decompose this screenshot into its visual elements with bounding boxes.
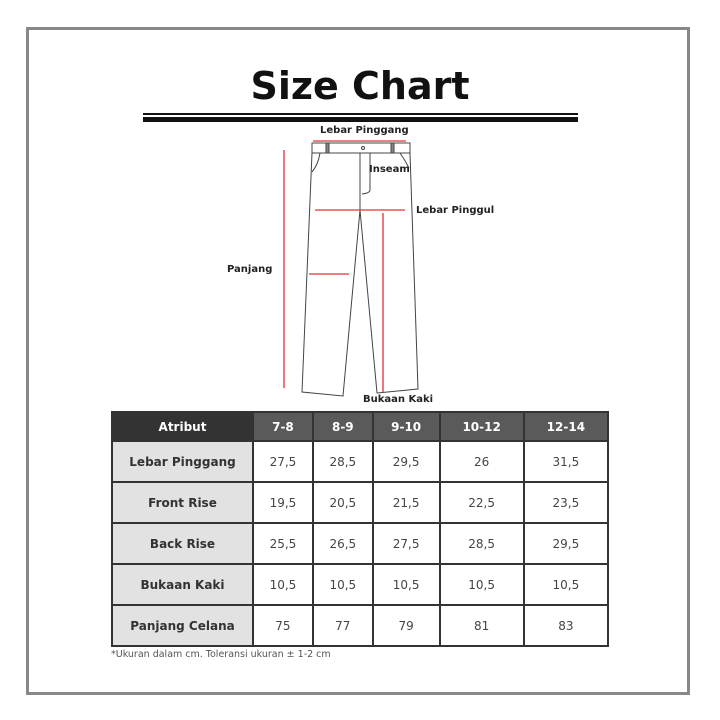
value-cell: 77 xyxy=(311,604,374,647)
value-cell: 29,5 xyxy=(371,440,441,483)
value-cell: 20,5 xyxy=(311,481,374,524)
table-row: Back Rise 25,5 26,5 27,5 28,5 29,5 xyxy=(111,522,610,565)
value-cell: 21,5 xyxy=(371,481,441,524)
value-cell: 10,5 xyxy=(252,563,314,606)
value-cell: 23,5 xyxy=(522,481,610,524)
header-cell: 12-14 xyxy=(522,411,610,442)
value-cell: 22,5 xyxy=(438,481,525,524)
size-table: Atribut 7-8 8-9 9-10 10-12 12-14 Lebar P… xyxy=(111,411,610,647)
value-cell: 27,5 xyxy=(371,522,441,565)
left-leg xyxy=(301,152,361,397)
value-cell: 29,5 xyxy=(522,522,610,565)
page-title: Size Chart xyxy=(250,64,470,108)
table-header-row: Atribut 7-8 8-9 9-10 10-12 12-14 xyxy=(111,411,610,442)
value-cell: 81 xyxy=(438,604,525,647)
header-cell: 9-10 xyxy=(371,411,441,442)
label-length: Panjang xyxy=(227,264,273,275)
row-label: Lebar Pinggang xyxy=(111,440,254,483)
fly xyxy=(359,152,371,210)
row-label: Bukaan Kaki xyxy=(111,563,254,606)
belt-loop xyxy=(325,142,330,154)
value-cell: 31,5 xyxy=(522,440,610,483)
value-cell: 19,5 xyxy=(252,481,314,524)
value-cell: 83 xyxy=(522,604,610,647)
label-hip: Lebar Pinggul xyxy=(416,205,495,216)
value-cell: 79 xyxy=(371,604,441,647)
button xyxy=(361,146,365,150)
divider xyxy=(143,113,578,115)
value-cell: 26 xyxy=(438,440,525,483)
value-cell: 75 xyxy=(252,604,314,647)
divider-thick xyxy=(143,117,578,122)
label-leg-opening: Bukaan Kaki xyxy=(363,394,434,405)
row-label: Panjang Celana xyxy=(111,604,254,647)
right-leg xyxy=(359,152,419,394)
value-cell: 28,5 xyxy=(311,440,374,483)
header-cell: 8-9 xyxy=(311,411,374,442)
footnote: *Ukuran dalam cm. Toleransi ukuran ± 1-2… xyxy=(111,649,331,660)
header-cell: 7-8 xyxy=(252,411,314,442)
table-row: Lebar Pinggang 27,5 28,5 29,5 26 31,5 xyxy=(111,440,610,483)
row-label: Back Rise xyxy=(111,522,254,565)
header-cell: 10-12 xyxy=(438,411,525,442)
value-cell: 10,5 xyxy=(371,563,441,606)
table-row: Panjang Celana 75 77 79 81 83 xyxy=(111,604,610,647)
value-cell: 25,5 xyxy=(252,522,314,565)
header-cell: Atribut xyxy=(111,411,254,442)
pocket xyxy=(311,152,410,173)
label-waist: Lebar Pinggang xyxy=(320,125,409,136)
value-cell: 28,5 xyxy=(438,522,525,565)
value-cell: 10,5 xyxy=(438,563,525,606)
value-cell: 26,5 xyxy=(311,522,374,565)
table-row: Bukaan Kaki 10,5 10,5 10,5 10,5 10,5 xyxy=(111,563,610,606)
row-label: Front Rise xyxy=(111,481,254,524)
table-row: Front Rise 19,5 20,5 21,5 22,5 23,5 xyxy=(111,481,610,524)
frame-border xyxy=(26,27,690,695)
label-inseam: Inseam xyxy=(369,164,410,175)
value-cell: 10,5 xyxy=(522,563,610,606)
belt-loop xyxy=(390,142,395,154)
value-cell: 27,5 xyxy=(252,440,314,483)
value-cell: 10,5 xyxy=(311,563,374,606)
